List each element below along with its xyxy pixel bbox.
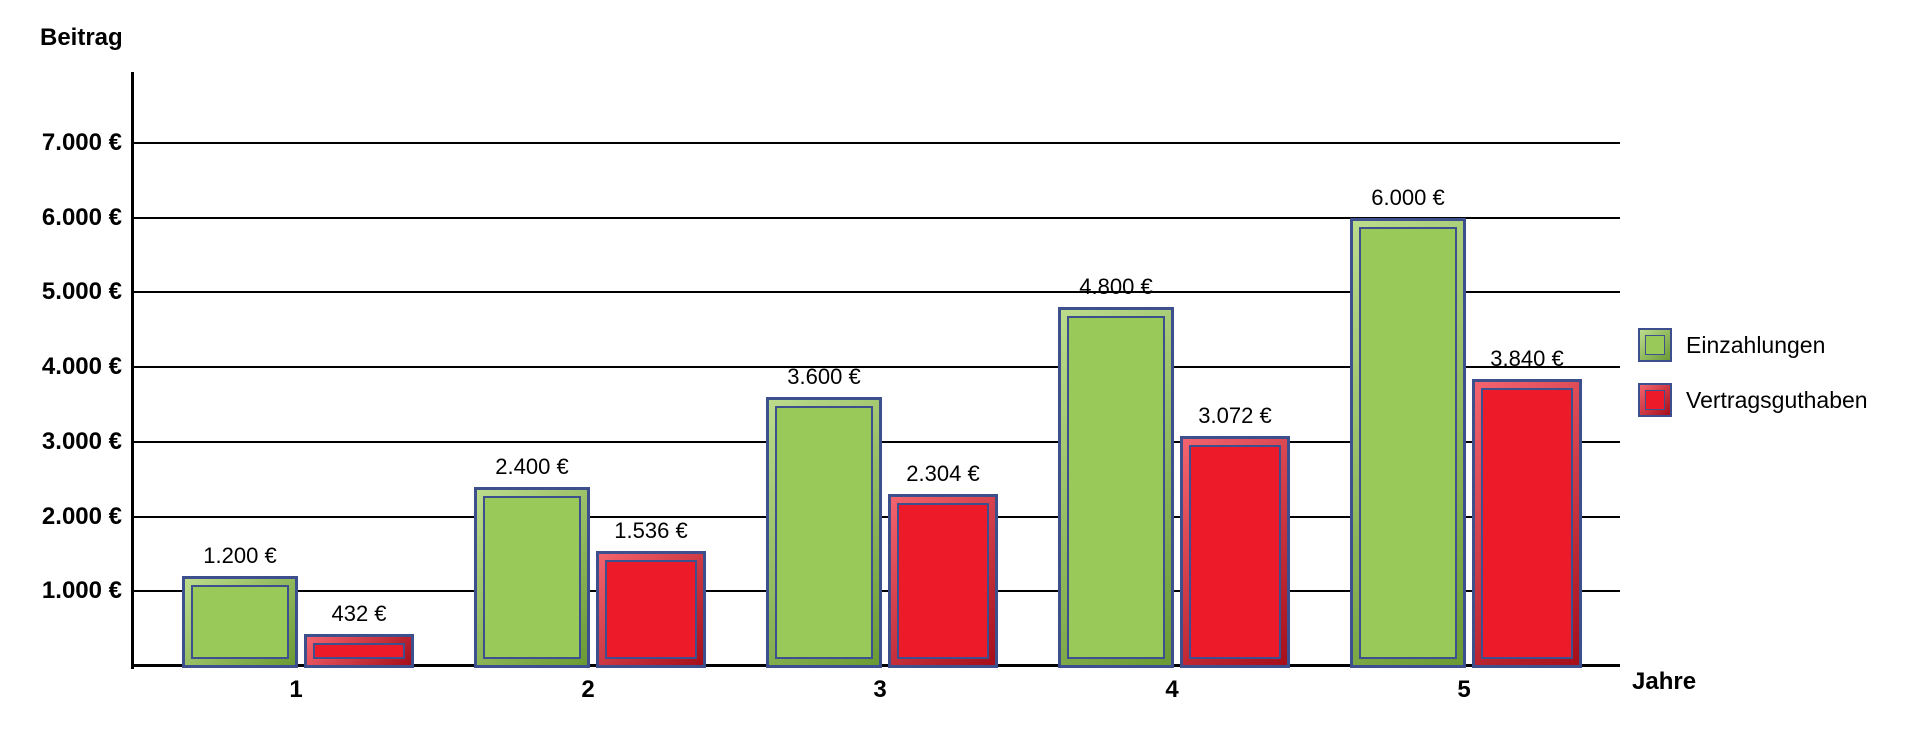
bar-face: [897, 502, 989, 659]
x-axis-title: Jahre: [1632, 668, 1697, 695]
legend-label: Vertragsguthaben: [1686, 386, 1868, 413]
bar-einzahlungen-year-1: [182, 576, 298, 668]
bar-value-label: 1.536 €: [614, 518, 688, 544]
legend-item-vertragsguthaben: Vertragsguthaben: [1638, 383, 1868, 417]
bar-face: [775, 406, 873, 659]
bar-face: [1189, 445, 1281, 659]
bar-face: [605, 560, 697, 659]
y-axis-line: [131, 72, 134, 669]
bar-vertragsguthaben-year-2: [596, 551, 706, 668]
legend-swatch-face: [1645, 390, 1665, 410]
bar-einzahlungen-year-3: [766, 397, 882, 668]
y-tick-label: 7.000 €: [41, 129, 122, 156]
bar-vertragsguthaben-year-4: [1180, 436, 1290, 668]
x-tick-label: 4: [1165, 676, 1179, 703]
legend-item-einzahlungen: Einzahlungen: [1638, 328, 1825, 362]
bar-value-label: 432 €: [331, 600, 387, 626]
bar-face: [313, 642, 405, 659]
legend-swatch: [1638, 328, 1672, 362]
bar-value-label: 3.600 €: [787, 364, 861, 390]
bar-face: [1067, 316, 1165, 659]
bar-vertragsguthaben-year-5: [1472, 379, 1582, 668]
bar-einzahlungen-year-5: [1350, 217, 1466, 668]
bar-value-label: 6.000 €: [1371, 184, 1445, 210]
bar-einzahlungen-year-4: [1058, 307, 1174, 668]
y-tick-label: 3.000 €: [41, 427, 122, 455]
grid-line: [133, 216, 1620, 219]
bar-face: [191, 585, 289, 659]
bar-value-label: 2.304 €: [906, 460, 980, 486]
bar-einzahlungen-year-2: [474, 486, 590, 668]
x-tick-label: 3: [873, 676, 887, 703]
x-tick-label: 2: [581, 676, 595, 703]
bar-value-label: 3.840 €: [1490, 346, 1564, 372]
bar-face: [1359, 226, 1457, 659]
bar-vertragsguthaben-year-3: [888, 493, 998, 668]
bar-face: [1481, 388, 1573, 659]
legend-swatch: [1638, 383, 1672, 417]
legend-swatch-face: [1645, 335, 1665, 355]
x-tick-label: 1: [289, 676, 303, 703]
grid-line: [133, 366, 1620, 369]
y-tick-label: 6.000 €: [41, 203, 122, 231]
grid-line: [133, 142, 1620, 144]
y-tick-label: 4.000 €: [41, 353, 122, 381]
bar-face: [483, 495, 581, 659]
bar-value-label: 2.400 €: [495, 453, 569, 479]
bar-vertragsguthaben-year-1: [304, 633, 414, 668]
bar-value-label: 3.072 €: [1198, 403, 1272, 429]
bar-value-label: 4.800 €: [1079, 274, 1153, 300]
y-tick-label: 5.000 €: [41, 278, 122, 306]
bar-value-label: 1.200 €: [203, 543, 277, 569]
y-tick-label: 1.000 €: [41, 577, 122, 605]
y-axis-title: Beitrag: [40, 24, 123, 51]
legend-label: Einzahlungen: [1686, 331, 1826, 358]
y-tick-label: 2.000 €: [41, 502, 122, 530]
x-tick-label: 5: [1457, 676, 1471, 703]
grid-line: [133, 291, 1620, 294]
